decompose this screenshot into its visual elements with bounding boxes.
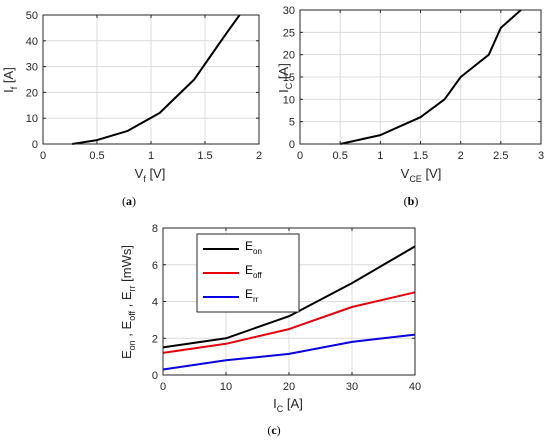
x-axis-label: VCE [V] bbox=[401, 166, 442, 184]
legend-label: Err bbox=[245, 287, 259, 304]
y-tick-label: 20 bbox=[26, 87, 38, 99]
legend-label: Eoff bbox=[245, 263, 263, 280]
legend-label: Eon bbox=[245, 239, 262, 256]
y-tick-label: 5 bbox=[289, 117, 295, 129]
y-tick-label: 10 bbox=[283, 94, 295, 106]
x-axis-label: Vf [V] bbox=[135, 166, 166, 184]
y-tick-label: 40 bbox=[26, 36, 38, 48]
y-tick-label: 4 bbox=[152, 297, 158, 309]
x-tick-label: 2 bbox=[458, 150, 464, 162]
y-tick-label: 0 bbox=[32, 139, 38, 151]
y-tick-label: 2 bbox=[152, 333, 158, 345]
x-tick-label: 0.5 bbox=[333, 150, 348, 162]
x-tick-label: 1 bbox=[148, 150, 154, 162]
y-axis-label: If [A] bbox=[1, 67, 19, 93]
legend: Eon Eoff Err bbox=[196, 233, 300, 313]
series-line-2 bbox=[162, 291, 416, 354]
y-axis-label: IC [A] bbox=[276, 63, 294, 93]
series-line-3 bbox=[162, 333, 416, 371]
y-tick-label: 10 bbox=[26, 113, 38, 125]
y-tick-label: 30 bbox=[283, 5, 295, 17]
x-tick-label: 1 bbox=[377, 150, 383, 162]
x-tick-label: 0 bbox=[297, 150, 303, 162]
x-axis-label: IC [A] bbox=[273, 396, 303, 414]
x-tick-label: 2.5 bbox=[493, 150, 508, 162]
x-tick-label: 0 bbox=[40, 150, 46, 162]
series-line-1 bbox=[339, 9, 522, 145]
y-axis-label: Eon , Eoff , Err [mWs] bbox=[119, 245, 137, 359]
y-tick-label: 50 bbox=[26, 10, 38, 22]
x-tick-label: 40 bbox=[409, 381, 421, 393]
y-tick-label: 25 bbox=[283, 27, 295, 39]
figure-caption: (a) bbox=[122, 194, 136, 208]
x-tick-label: 10 bbox=[220, 381, 232, 393]
x-tick-label: 30 bbox=[346, 381, 358, 393]
y-tick-label: 0 bbox=[289, 139, 295, 151]
x-tick-label: 1.5 bbox=[413, 150, 428, 162]
series-line-1 bbox=[162, 245, 416, 349]
chart-3: 0 10 20 30 40 0 2 4 6 8 IC [A] Eon , Eoff , Err [mW… bbox=[119, 223, 421, 437]
y-tick-label: 20 bbox=[283, 50, 295, 62]
x-tick-label: 2 bbox=[256, 150, 262, 162]
y-tick-label: 15 bbox=[283, 72, 295, 84]
y-tick-label: 0 bbox=[152, 370, 158, 382]
y-tick-label: 8 bbox=[152, 223, 158, 235]
x-tick-label: 3 bbox=[538, 150, 544, 162]
y-tick-label: 30 bbox=[26, 62, 38, 74]
figure-caption: (b) bbox=[404, 194, 419, 208]
figure-caption: (c) bbox=[267, 423, 280, 437]
x-tick-label: 0 bbox=[160, 381, 166, 393]
x-tick-label: 1.5 bbox=[197, 150, 212, 162]
y-tick-label: 6 bbox=[152, 260, 158, 272]
series-line-1 bbox=[72, 14, 241, 145]
x-tick-label: 0.5 bbox=[89, 150, 104, 162]
x-tick-label: 20 bbox=[283, 381, 295, 393]
